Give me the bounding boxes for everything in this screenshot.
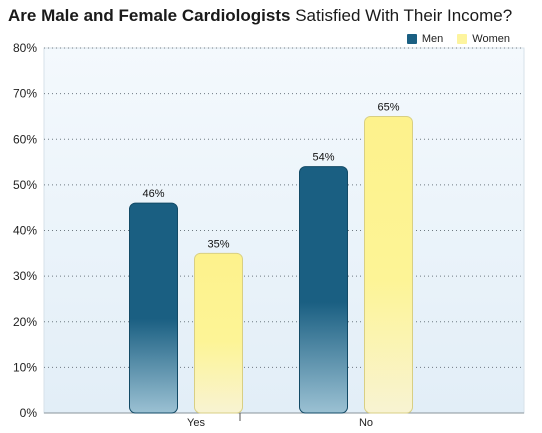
y-tick-label: 10% <box>13 360 37 374</box>
bars <box>129 115 413 414</box>
y-tick-label: 0% <box>20 406 38 420</box>
legend-label-women: Women <box>472 33 510 45</box>
legend-item-men: Men <box>406 33 444 45</box>
x-axis-category-labels: Yes No <box>187 417 373 429</box>
data-label: 46% <box>142 188 164 200</box>
legend-swatch-men <box>406 34 417 44</box>
y-tick-label: 50% <box>13 178 37 192</box>
y-tick-label: 60% <box>13 132 37 146</box>
y-tick-label: 80% <box>13 41 37 55</box>
y-axis-tick-labels: 0% 10% 20% 30% 40% 50% 60% 70% 80% <box>13 41 37 420</box>
y-tick-label: 30% <box>13 269 37 283</box>
y-tick-label: 70% <box>13 87 37 101</box>
x-category-label: Yes <box>187 417 205 429</box>
chart-title: Are Male and Female Cardiologists Satisf… <box>8 6 512 26</box>
x-category-label: No <box>359 417 373 429</box>
data-label: 54% <box>312 152 334 164</box>
legend-item-women: Women <box>457 33 510 45</box>
chart-legend: Men Women <box>406 33 510 45</box>
data-label: 35% <box>207 238 229 250</box>
legend-swatch-women <box>457 34 468 44</box>
grid-lines <box>44 47 524 421</box>
bar-men-yes <box>129 202 178 414</box>
bar-men-no <box>299 166 348 414</box>
bar-women-no <box>364 115 413 414</box>
data-labels: 46% 35% 54% 65% <box>142 101 399 250</box>
y-tick-label: 40% <box>13 224 37 238</box>
chart-title-bold: Are Male and Female Cardiologists <box>8 6 291 25</box>
data-label: 65% <box>377 101 399 113</box>
y-tick-label: 20% <box>13 315 37 329</box>
legend-label-men: Men <box>421 33 444 45</box>
chart-title-rest: Satisfied With Their Income? <box>295 6 513 25</box>
bar-women-yes <box>194 252 243 414</box>
